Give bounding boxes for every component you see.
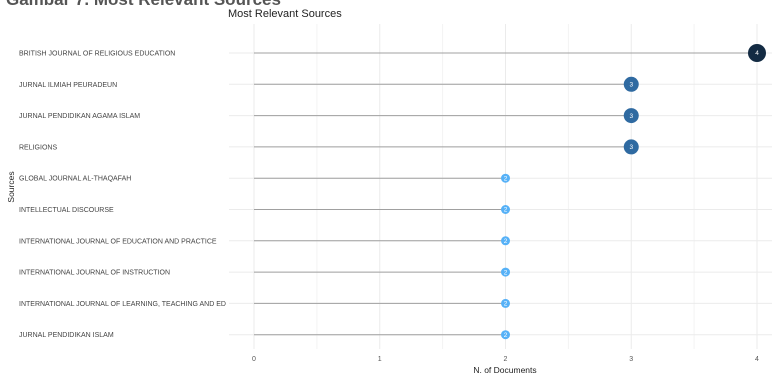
data-label: 3 xyxy=(629,113,633,120)
data-label: 4 xyxy=(755,50,759,57)
category-label: INTERNATIONAL JOURNAL OF INSTRUCTION xyxy=(19,270,170,277)
grid xyxy=(229,24,772,349)
category-labels: BRITISH JOURNAL OF RELIGIOUS EDUCATION JU… xyxy=(19,51,226,340)
category-label: JURNAL PENDIDIKAN AGAMA ISLAM xyxy=(19,113,140,120)
lollipop-point xyxy=(623,108,639,124)
category-label: BRITISH JOURNAL OF RELIGIOUS EDUCATION xyxy=(19,51,175,58)
data-label: 2 xyxy=(504,332,508,339)
figure-heading: Gambar 7. Most Relevant Sources xyxy=(6,0,281,9)
lollipop-point xyxy=(501,205,510,214)
lollipop-point xyxy=(623,139,639,155)
points: 4 3 3 3 2 2 2 2 2 2 xyxy=(501,44,766,340)
data-label: 3 xyxy=(629,144,633,151)
y-axis-label: Sources xyxy=(6,171,16,202)
lollipop-point xyxy=(501,236,510,246)
category-label: JURNAL PENDIDIKAN ISLAM xyxy=(19,332,114,339)
lollipop-point xyxy=(501,298,510,308)
lollipop-point xyxy=(501,330,510,340)
category-label: INTERNATIONAL JOURNAL OF LEARNING, TEACH… xyxy=(19,301,226,308)
chart-title: Most Relevant Sources xyxy=(228,8,342,20)
data-label: 2 xyxy=(504,238,508,245)
x-tick-label: 0 xyxy=(252,356,256,363)
data-label: 2 xyxy=(504,175,508,182)
x-tick-label: 2 xyxy=(504,356,508,363)
data-label: 3 xyxy=(629,82,633,89)
category-label: RELIGIONS xyxy=(19,144,57,151)
x-tick-labels: 0 1 2 3 4 xyxy=(252,356,759,363)
category-label: INTERNATIONAL JOURNAL OF EDUCATION AND P… xyxy=(19,238,217,245)
data-label: 2 xyxy=(504,207,508,214)
lollipop-point xyxy=(501,173,510,183)
x-tick-label: 4 xyxy=(755,356,759,363)
lollipop-point xyxy=(748,44,766,62)
lollipop-point xyxy=(501,267,510,277)
data-label: 2 xyxy=(504,301,508,308)
category-label: INTELLECTUAL DISCOURSE xyxy=(19,207,114,214)
lollipop-point xyxy=(623,76,639,92)
data-label: 2 xyxy=(504,269,508,276)
x-tick-label: 3 xyxy=(629,356,633,363)
category-label: JURNAL ILMIAH PEURADEUN xyxy=(19,82,117,89)
x-tick-label: 1 xyxy=(378,356,382,363)
x-axis-label: N. of Documents xyxy=(473,365,536,375)
category-label: GLOBAL JOURNAL AL-THAQAFAH xyxy=(19,176,131,183)
stems xyxy=(254,52,757,336)
